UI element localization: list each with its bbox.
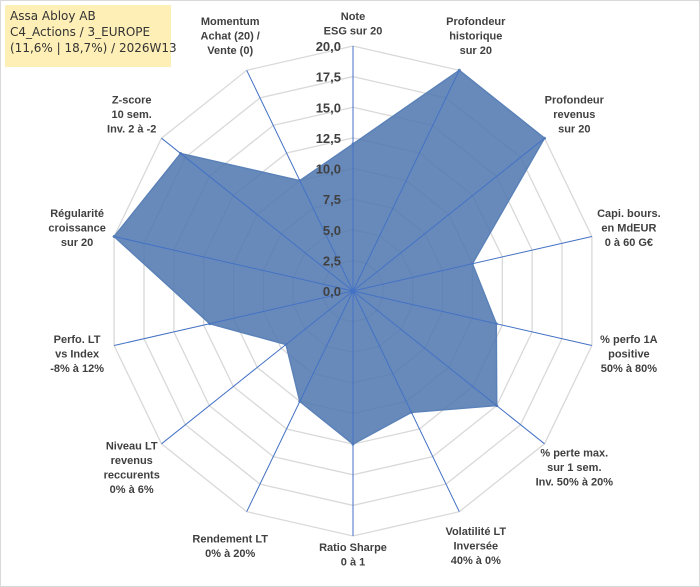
radar-category-labels: Note ESG sur 20 Profondeur historique sur 20… [48, 11, 660, 569]
category-label-2-line-1: revenus [553, 109, 595, 121]
spoke-11 [113, 236, 354, 292]
category-label-5-line-2: Inv. 50% à 20% [536, 477, 614, 489]
category-label-9-line-2: reccurents [104, 469, 160, 481]
chart-title-box: Assa Abloy AB C4_Actions / 3_EUROPE (11,… [5, 5, 177, 67]
category-label-12-line-0: Z-score [112, 95, 152, 107]
spoke-8 [246, 290, 354, 512]
category-label-7-line-1: 0 à 1 [341, 557, 365, 569]
category-label-0-line-0: Note [341, 11, 365, 23]
spoke-5 [352, 290, 545, 445]
tick-label-1: 2,5 [323, 253, 341, 268]
category-label-1: Profondeur historique sur 20 [446, 16, 506, 57]
category-label-7: Ratio Sharpe 0 à 1 [319, 542, 387, 569]
category-label-2-line-0: Profondeur [545, 95, 605, 107]
category-label-4-line-0: % perfo 1A [600, 334, 658, 346]
category-label-13-line-0: Momentum [201, 16, 260, 28]
category-label-12-line-1: 10 sem. [112, 109, 152, 121]
spoke-6 [352, 290, 460, 512]
category-label-10-line-1: vs Index [55, 349, 100, 361]
category-label-4-line-2: 50% à 80% [601, 363, 657, 375]
tick-label-4: 10,0 [316, 162, 341, 177]
category-label-6-line-1: Inversée [453, 541, 498, 553]
category-label-4-line-1: positive [608, 349, 650, 361]
category-label-3-line-0: Capi. bours. [597, 208, 661, 220]
title-company: Assa Abloy AB [10, 9, 96, 23]
spoke-10 [113, 290, 354, 346]
category-label-3-line-2: 0 à 60 G€ [605, 237, 653, 249]
tick-label-0: 0,0 [323, 284, 341, 299]
tick-label-6: 15,0 [316, 100, 341, 115]
spoke-12 [161, 137, 354, 292]
spoke-2 [352, 137, 545, 292]
category-label-6: Volatilité LT Inversée 40% à 0% [445, 526, 506, 567]
category-label-6-line-0: Volatilité LT [445, 526, 506, 538]
category-label-2: Profondeur revenus sur 20 [545, 95, 605, 136]
spoke-9 [161, 290, 354, 445]
spoke-1 [352, 70, 460, 292]
category-label-6-line-2: 40% à 0% [451, 555, 501, 567]
tick-label-5: 12,5 [316, 131, 341, 146]
category-label-10-line-2: -8% à 12% [50, 363, 104, 375]
radar-tick-labels: 0,0 2,5 5,0 7,5 10,0 12,5 15,0 17,5 20,0 [316, 39, 341, 299]
category-label-11-line-1: croissance [48, 223, 105, 235]
category-label-8: Rendement LT 0% à 20% [192, 533, 268, 560]
category-label-1-line-1: historique [449, 31, 502, 43]
spoke-13 [246, 70, 354, 292]
title-category: C4_Actions / 3_EUROPE [10, 25, 151, 39]
tick-label-3: 7,5 [323, 192, 341, 207]
category-label-12: Z-score 10 sem. Inv. 2 à -2 [107, 95, 156, 136]
category-label-3: Capi. bours. en MdEUR 0 à 60 G€ [597, 208, 661, 249]
category-label-11-line-0: Régularité [50, 208, 104, 220]
spoke-3 [352, 236, 593, 292]
category-label-5: % perte max. sur 1 sem. Inv. 50% à 20% [536, 448, 614, 489]
category-label-13-line-1: Achat (20) / [201, 31, 260, 43]
category-label-8-line-1: 0% à 20% [205, 548, 255, 560]
category-label-1-line-0: Profondeur [446, 16, 506, 28]
category-label-3-line-1: en MdEUR [601, 223, 656, 235]
tick-label-2: 5,0 [323, 223, 341, 238]
category-label-9-line-0: Niveau LT [106, 440, 158, 452]
category-label-8-line-0: Rendement LT [192, 533, 268, 545]
tick-label-7: 17,5 [316, 70, 341, 85]
category-label-12-line-2: Inv. 2 à -2 [107, 124, 156, 136]
tick-label-8: 20,0 [316, 39, 341, 54]
radar-spokes [113, 46, 593, 536]
title-stats: (11,6% | 18,7%) / 2026W13 [10, 41, 177, 55]
category-label-5-line-1: sur 1 sem. [547, 462, 601, 474]
category-label-13-line-2: Vente (0) [207, 45, 253, 57]
category-label-11: Régularité croissance sur 20 [48, 208, 105, 249]
category-label-10: Perfo. LT vs Index -8% à 12% [50, 334, 104, 375]
category-label-1-line-2: sur 20 [460, 45, 492, 57]
category-label-2-line-2: sur 20 [558, 124, 590, 136]
category-label-0-line-1: ESG sur 20 [324, 25, 383, 37]
category-label-10-line-0: Perfo. LT [54, 334, 101, 346]
spoke-4 [352, 290, 593, 346]
category-label-7-line-0: Ratio Sharpe [319, 542, 387, 554]
category-label-11-line-2: sur 20 [61, 237, 93, 249]
category-label-5-line-0: % perte max. [540, 448, 608, 460]
category-label-9-line-1: revenus [111, 455, 153, 467]
category-label-0: Note ESG sur 20 [324, 11, 383, 38]
category-label-13: Momentum Achat (20) / Vente (0) [201, 16, 260, 57]
category-label-9: Niveau LT revenus reccurents 0% à 6% [104, 440, 160, 496]
category-label-4: % perfo 1A positive 50% à 80% [600, 334, 658, 375]
category-label-9-line-3: 0% à 6% [110, 484, 154, 496]
